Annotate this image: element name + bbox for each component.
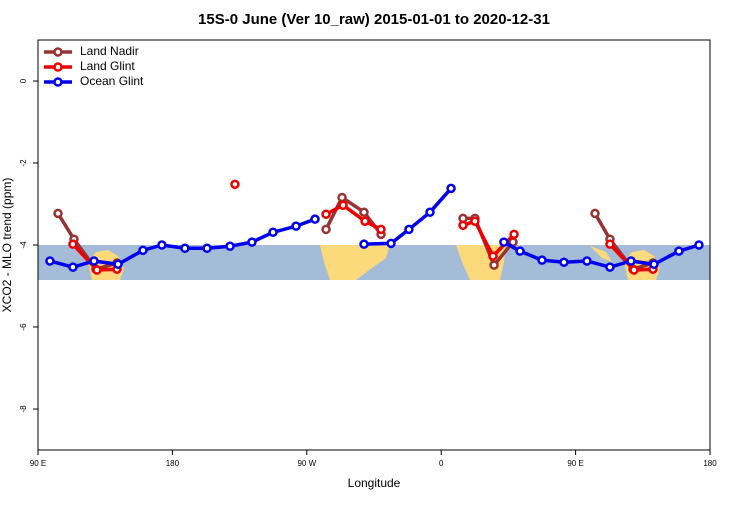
data-point xyxy=(499,237,509,247)
data-point xyxy=(45,256,55,266)
x-tick-label: 90 E xyxy=(567,459,583,468)
x-tick-label: 180 xyxy=(703,459,717,468)
y-tick-label: -4 xyxy=(19,241,28,249)
x-axis-label: Longitude xyxy=(348,476,401,490)
data-point xyxy=(247,237,257,247)
data-point xyxy=(386,238,396,249)
data-point xyxy=(68,239,78,249)
x-tick-label: 0 xyxy=(439,459,444,468)
legend-label: Ocean Glint xyxy=(80,74,144,88)
x-tick-label: 90 W xyxy=(297,459,316,468)
data-point xyxy=(157,240,167,250)
data-point xyxy=(489,260,499,270)
data-point xyxy=(590,208,600,219)
series-line xyxy=(56,194,654,272)
legend-marker xyxy=(53,77,63,87)
y-tick-label: 0 xyxy=(19,78,28,83)
data-point xyxy=(626,256,636,266)
data-point xyxy=(310,214,320,224)
data-point xyxy=(268,227,278,238)
data-point xyxy=(92,265,102,275)
data-point xyxy=(360,216,370,226)
legend-label: Land Nadir xyxy=(80,44,139,58)
data-point xyxy=(230,179,240,190)
y-tick-label: -2 xyxy=(19,159,28,167)
y-tick-label: -8 xyxy=(19,405,28,413)
data-point xyxy=(425,207,435,217)
data-point xyxy=(291,221,301,231)
data-point xyxy=(509,229,519,240)
data-point xyxy=(359,239,369,249)
data-point xyxy=(446,183,456,194)
data-point xyxy=(605,239,615,249)
data-point xyxy=(470,216,480,226)
data-point xyxy=(515,246,525,256)
legend-marker xyxy=(53,62,63,72)
data-point xyxy=(53,208,63,219)
data-point xyxy=(404,224,414,235)
data-point xyxy=(605,262,615,272)
data-point xyxy=(488,251,498,261)
data-point xyxy=(113,259,123,270)
data-point xyxy=(694,240,704,250)
x-tick-label: 180 xyxy=(166,459,180,468)
data-point xyxy=(582,256,592,266)
data-point xyxy=(649,259,659,270)
data-point xyxy=(89,256,99,266)
data-point xyxy=(321,224,331,235)
legend-label: Land Glint xyxy=(80,59,135,73)
data-point xyxy=(225,241,235,251)
data-point xyxy=(629,265,639,275)
data-point xyxy=(180,243,190,254)
data-point xyxy=(376,224,386,235)
legend-marker xyxy=(53,47,63,57)
data-point xyxy=(68,262,78,272)
data-point xyxy=(321,209,331,219)
data-point xyxy=(338,200,348,210)
y-tick-label: -6 xyxy=(19,323,28,331)
data-point xyxy=(537,255,547,265)
data-point xyxy=(559,257,569,267)
data-point xyxy=(359,207,369,217)
y-axis-label: XCO2 - MLO trend (ppm) xyxy=(0,178,14,313)
data-point xyxy=(458,220,468,231)
data-point xyxy=(674,246,684,256)
data-point xyxy=(202,243,212,254)
x-tick-label: 90 E xyxy=(30,459,46,468)
chart-title: 15S-0 June (Ver 10_raw) 2015-01-01 to 20… xyxy=(198,11,550,28)
data-point xyxy=(138,245,148,256)
data-point xyxy=(337,192,347,203)
